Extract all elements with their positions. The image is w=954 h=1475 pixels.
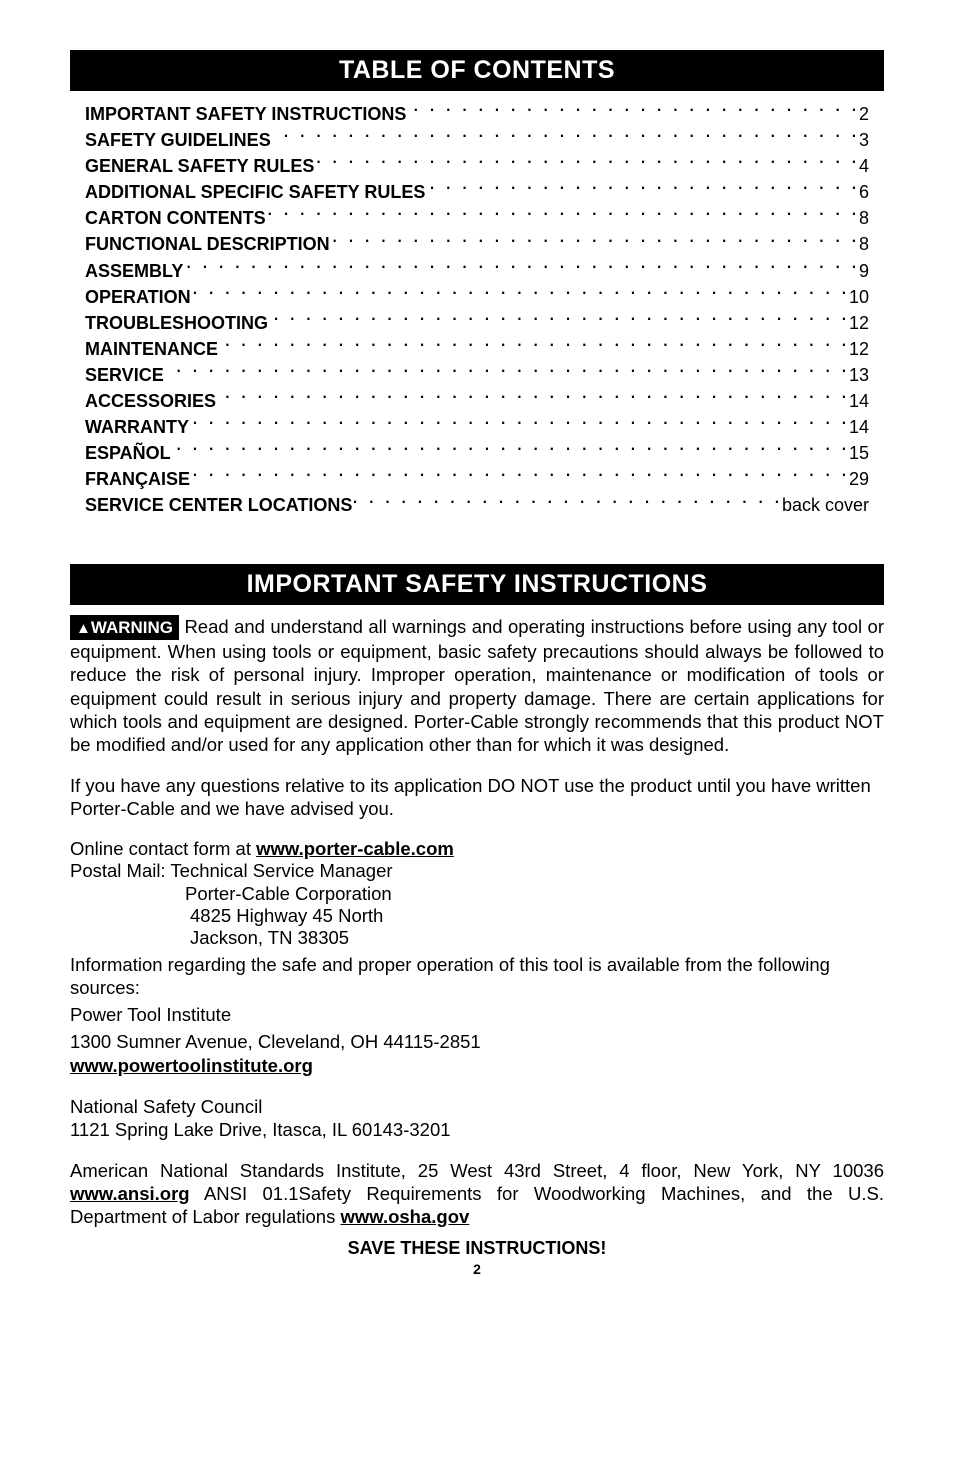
toc-title: ADDITIONAL SPECIFIC SAFETY RULES [85,179,425,205]
toc-title: IMPORTANT SAFETY INSTRUCTIONS [85,101,406,127]
toc-header: TABLE OF CONTENTS [70,50,884,91]
toc-dots: . . . . . . . . . . . . . . . . . . . . … [216,389,849,407]
postal-addr-3: Jackson, TN 38305 [70,927,884,949]
postal-addr-2: 4825 Highway 45 North [70,905,884,927]
page-number: 2 [70,1261,884,1277]
toc-row: SERVICE CENTER LOCATIONS . . . . . . . .… [85,492,869,518]
toc-title: ACCESSORIES [85,388,216,414]
toc-dots: . . . . . . . . . . . . . . . . . . . . … [330,232,859,250]
toc-title: FUNCTIONAL DESCRIPTION [85,231,330,257]
online-prefix: Online contact form at [70,838,256,859]
toc-page: 12 [849,336,869,362]
toc-dots: . . . . . . . . . . . . . . . . . . . . … [190,467,849,485]
toc-page: 15 [849,440,869,466]
save-instructions: SAVE THESE INSTRUCTIONS! [70,1238,884,1259]
toc-page: 8 [859,231,869,257]
toc-row: FUNCTIONAL DESCRIPTION . . . . . . . . .… [85,231,869,257]
toc-page: 13 [849,362,869,388]
toc-page: 14 [849,388,869,414]
pti-url-line: www.powertoolinstitute.org [70,1054,884,1077]
toc-title: SERVICE [85,362,164,388]
toc-row: OPERATION . . . . . . . . . . . . . . . … [85,284,869,310]
toc-row: IMPORTANT SAFETY INSTRUCTIONS . . . . . … [85,101,869,127]
toc-page: 4 [859,153,869,179]
porter-cable-url: www.porter-cable.com [256,838,454,859]
toc-title: FRANÇAISE [85,466,190,492]
toc-row: ACCESSORIES . . . . . . . . . . . . . . … [85,388,869,414]
toc-dots: . . . . . . . . . . . . . . . . . . . . … [191,285,849,303]
toc-row: ESPAÑOL . . . . . . . . . . . . . . . . … [85,440,869,466]
toc-page: back cover [782,492,869,518]
toc-dots: . . . . . . . . . . . . . . . . . . . . … [425,180,859,198]
warning-badge: ▲WARNING [70,615,179,641]
toc-page: 12 [849,310,869,336]
toc-title: OPERATION [85,284,191,310]
toc-dots: . . . . . . . . . . . . . . . . . . . . … [352,493,782,511]
toc-title: GENERAL SAFETY RULES [85,153,314,179]
toc-page: 2 [859,101,869,127]
table-of-contents: IMPORTANT SAFETY INSTRUCTIONS . . . . . … [70,101,884,519]
info-sources-para: Information regarding the safe and prope… [70,953,884,999]
toc-title: MAINTENANCE [85,336,218,362]
toc-dots: . . . . . . . . . . . . . . . . . . . . … [406,102,859,120]
toc-title: SERVICE CENTER LOCATIONS [85,492,352,518]
toc-dots: . . . . . . . . . . . . . . . . . . . . … [164,363,849,381]
contact-block: Online contact form at www.porter-cable.… [70,838,884,949]
pti-address: 1300 Sumner Avenue, Cleveland, OH 44115-… [70,1030,884,1053]
online-contact-line: Online contact form at www.porter-cable.… [70,838,884,860]
ansi-url: www.ansi.org [70,1183,190,1204]
toc-title: WARRANTY [85,414,189,440]
postal-mail-line: Postal Mail: Technical Service Manager [70,860,884,882]
toc-page: 29 [849,466,869,492]
warning-paragraph: ▲WARNING Read and understand all warning… [70,615,884,756]
toc-page: 8 [859,205,869,231]
toc-title: ESPAÑOL [85,440,171,466]
warning-triangle-icon: ▲ [76,620,91,637]
nsc-address: 1121 Spring Lake Drive, Itasca, IL 60143… [70,1118,884,1141]
toc-page: 6 [859,179,869,205]
toc-row: FRANÇAISE . . . . . . . . . . . . . . . … [85,466,869,492]
toc-page: 9 [859,258,869,284]
toc-row: WARRANTY . . . . . . . . . . . . . . . .… [85,414,869,440]
safety-paragraph-text: Read and understand all warnings and ope… [70,616,884,755]
toc-dots: . . . . . . . . . . . . . . . . . . . . … [314,154,859,172]
toc-row: TROUBLESHOOTING . . . . . . . . . . . . … [85,310,869,336]
toc-dots: . . . . . . . . . . . . . . . . . . . . … [171,441,849,459]
toc-row: GENERAL SAFETY RULES . . . . . . . . . .… [85,153,869,179]
postal-addr-1: Porter-Cable Corporation [70,883,884,905]
ansi-mid-text: ANSI 01.1Safety Requirements for Woodwor… [70,1183,884,1227]
toc-page: 3 [859,127,869,153]
safety-header: IMPORTANT SAFETY INSTRUCTIONS [70,564,884,605]
body-content: ▲WARNING Read and understand all warning… [70,615,884,1229]
toc-dots: . . . . . . . . . . . . . . . . . . . . … [271,128,859,146]
questions-paragraph: If you have any questions relative to it… [70,774,884,820]
toc-title: CARTON CONTENTS [85,205,266,231]
toc-page: 14 [849,414,869,440]
toc-row: ASSEMBLY . . . . . . . . . . . . . . . .… [85,258,869,284]
pti-url: www.powertoolinstitute.org [70,1055,313,1076]
toc-dots: . . . . . . . . . . . . . . . . . . . . … [268,311,849,329]
toc-row: SERVICE . . . . . . . . . . . . . . . . … [85,362,869,388]
pti-name: Power Tool Institute [70,1003,884,1026]
toc-dots: . . . . . . . . . . . . . . . . . . . . … [218,337,849,355]
toc-row: CARTON CONTENTS . . . . . . . . . . . . … [85,205,869,231]
toc-dots: . . . . . . . . . . . . . . . . . . . . … [183,259,859,277]
toc-row: SAFETY GUIDELINES . . . . . . . . . . . … [85,127,869,153]
ansi-paragraph: American National Standards Institute, 2… [70,1159,884,1228]
toc-row: MAINTENANCE . . . . . . . . . . . . . . … [85,336,869,362]
toc-row: ADDITIONAL SPECIFIC SAFETY RULES . . . .… [85,179,869,205]
nsc-name: National Safety Council [70,1095,884,1118]
warning-label-text: WARNING [91,618,173,637]
ansi-prefix: American National Standards Institute, 2… [70,1160,884,1181]
toc-dots: . . . . . . . . . . . . . . . . . . . . … [266,206,859,224]
toc-title: TROUBLESHOOTING [85,310,268,336]
toc-title: SAFETY GUIDELINES [85,127,271,153]
toc-dots: . . . . . . . . . . . . . . . . . . . . … [189,415,849,433]
toc-page: 10 [849,284,869,310]
osha-url: www.osha.gov [340,1206,469,1227]
toc-title: ASSEMBLY [85,258,183,284]
